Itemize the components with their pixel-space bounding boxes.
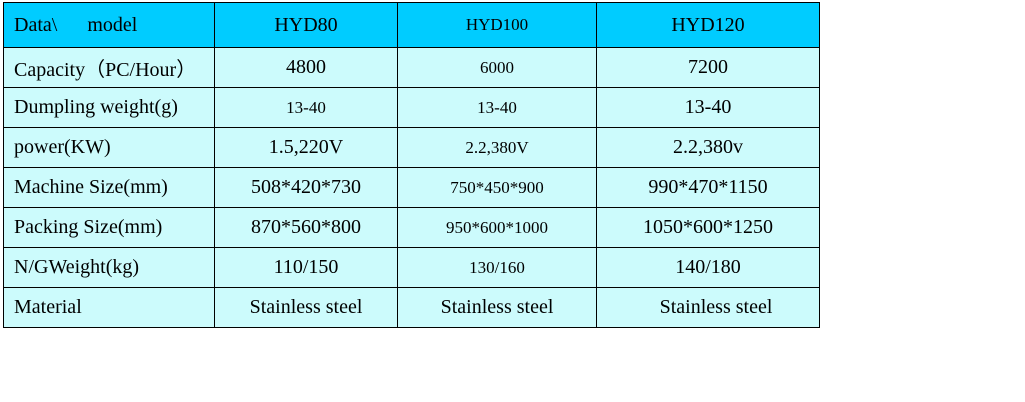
cell-packing-size-hyd80: 870*560*800 <box>214 207 398 248</box>
header-model-3: HYD120 <box>596 2 820 48</box>
table-row-weight: N/GWeight(kg) 110/150 130/160 140/180 <box>3 247 820 288</box>
row-label-ng-weight: N/GWeight(kg) <box>3 247 215 288</box>
row-label-machine-size: Machine Size(mm) <box>3 167 215 208</box>
header-corner-cell: Data\ model <box>3 2 215 48</box>
table-row-power: power(KW) 1.5,220V 2.2,380V 2.2,380v <box>3 127 820 168</box>
table-row-packing-size: Packing Size(mm) 870*560*800 950*600*100… <box>3 207 820 248</box>
table-row-machine-size: Machine Size(mm) 508*420*730 750*450*900… <box>3 167 820 208</box>
cell-power-hyd80: 1.5,220V <box>214 127 398 168</box>
cell-weight-hyd120: 13-40 <box>596 87 820 128</box>
cell-packing-size-hyd100: 950*600*1000 <box>397 207 597 248</box>
cell-capacity-hyd120: 7200 <box>596 47 820 88</box>
cell-machine-size-hyd80: 508*420*730 <box>214 167 398 208</box>
table-row-capacity: Capacity（PC/Hour） 4800 6000 7200 <box>3 47 820 88</box>
row-label-dumpling-weight: Dumpling weight(g) <box>3 87 215 128</box>
cell-material-hyd80: Stainless steel <box>214 287 398 328</box>
table-row-dumpling-weight: Dumpling weight(g) 13-40 13-40 13-40 <box>3 87 820 128</box>
cell-weight-hyd100: 13-40 <box>397 87 597 128</box>
header-row: Data\ model HYD80 HYD100 HYD120 <box>3 2 820 48</box>
row-label-capacity: Capacity（PC/Hour） <box>3 47 215 88</box>
header-corner-model: model <box>87 13 138 36</box>
cell-material-hyd120: Stainless steel <box>596 287 820 328</box>
header-model-2: HYD100 <box>397 2 597 48</box>
cell-capacity-hyd100: 6000 <box>397 47 597 88</box>
table-row-material: Material Stainless steel Stainless steel… <box>3 287 820 328</box>
header-model-1: HYD80 <box>214 2 398 48</box>
cell-machine-size-hyd120: 990*470*1150 <box>596 167 820 208</box>
cell-ng-weight-hyd80: 110/150 <box>214 247 398 288</box>
cell-weight-hyd80: 13-40 <box>214 87 398 128</box>
cell-material-hyd100: Stainless steel <box>397 287 597 328</box>
row-label-power: power(KW) <box>3 127 215 168</box>
cell-capacity-hyd80: 4800 <box>214 47 398 88</box>
spec-table: Data\ model HYD80 HYD100 HYD120 Capacity（… <box>3 2 820 328</box>
cell-ng-weight-hyd120: 140/180 <box>596 247 820 288</box>
cell-ng-weight-hyd100: 130/160 <box>397 247 597 288</box>
row-label-material: Material <box>3 287 215 328</box>
cell-machine-size-hyd100: 750*450*900 <box>397 167 597 208</box>
cell-power-hyd100: 2.2,380V <box>397 127 597 168</box>
row-label-packing-size: Packing Size(mm) <box>3 207 215 248</box>
cell-power-hyd120: 2.2,380v <box>596 127 820 168</box>
cell-packing-size-hyd120: 1050*600*1250 <box>596 207 820 248</box>
header-corner-data: Data\ <box>14 13 58 36</box>
